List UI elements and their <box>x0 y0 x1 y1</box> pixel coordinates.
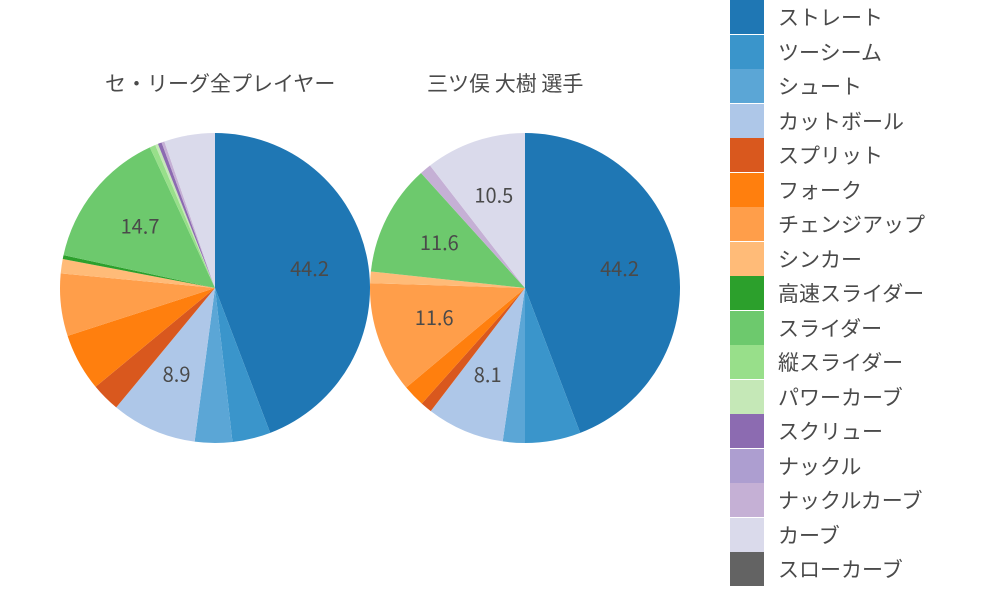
legend: ストレートツーシームシュートカットボールスプリットフォークチェンジアップシンカー… <box>730 0 990 587</box>
legend-item: スプリット <box>730 138 990 173</box>
legend-swatch <box>730 35 764 69</box>
legend-label: カットボール <box>778 106 904 136</box>
pie-chart-league: 44.2 8.9 14.7 <box>59 132 371 444</box>
legend-item: ナックルカーブ <box>730 483 990 518</box>
legend-label: カーブ <box>778 520 840 550</box>
legend-swatch <box>730 173 764 207</box>
legend-label: 高速スライダー <box>778 278 924 308</box>
pie-chart-player: 44.2 8.1 11.6 11.6 10.5 <box>369 132 681 444</box>
pie-slice-label: 11.6 <box>420 227 459 256</box>
legend-swatch <box>730 449 764 483</box>
legend-label: ツーシーム <box>778 37 882 67</box>
pie-slice-label: 44.2 <box>290 253 329 282</box>
legend-item: スクリュー <box>730 414 990 449</box>
legend-label: チェンジアップ <box>778 209 925 239</box>
legend-label: ナックルカーブ <box>778 485 922 515</box>
legend-label: スローカーブ <box>778 554 903 584</box>
legend-item: パワーカーブ <box>730 380 990 415</box>
legend-item: スローカーブ <box>730 552 990 587</box>
legend-item: シュート <box>730 69 990 104</box>
pie-slice-label: 14.7 <box>121 210 160 239</box>
legend-label: シュート <box>778 71 862 101</box>
legend-label: ナックル <box>778 451 861 481</box>
legend-swatch <box>730 518 764 552</box>
legend-swatch <box>730 345 764 379</box>
legend-item: スライダー <box>730 311 990 346</box>
pie-slice-label: 11.6 <box>415 302 454 331</box>
legend-label: パワーカーブ <box>778 382 903 412</box>
legend-item: ナックル <box>730 449 990 484</box>
chart-title-league: セ・リーグ全プレイヤー <box>105 68 335 98</box>
legend-swatch <box>730 104 764 138</box>
legend-label: スクリュー <box>778 416 883 446</box>
legend-swatch <box>730 552 764 586</box>
legend-swatch <box>730 311 764 345</box>
legend-swatch <box>730 414 764 448</box>
legend-item: カーブ <box>730 518 990 553</box>
legend-swatch <box>730 483 764 517</box>
legend-item: 縦スライダー <box>730 345 990 380</box>
legend-item: カットボール <box>730 104 990 139</box>
legend-item: シンカー <box>730 242 990 277</box>
legend-item: フォーク <box>730 173 990 208</box>
legend-item: ストレート <box>730 0 990 35</box>
legend-item: チェンジアップ <box>730 207 990 242</box>
legend-label: シンカー <box>778 244 862 274</box>
legend-label: フォーク <box>778 175 862 205</box>
legend-swatch <box>730 207 764 241</box>
legend-swatch <box>730 276 764 310</box>
legend-label: ストレート <box>778 2 883 32</box>
legend-label: スライダー <box>778 313 882 343</box>
legend-swatch <box>730 138 764 172</box>
legend-swatch <box>730 69 764 103</box>
legend-item: 高速スライダー <box>730 276 990 311</box>
pie-slice-label: 10.5 <box>474 180 513 209</box>
legend-label: 縦スライダー <box>778 347 903 377</box>
legend-swatch <box>730 0 764 34</box>
chart-title-player: 三ツ俣 大樹 選手 <box>427 68 583 98</box>
pie-slice-label: 8.1 <box>474 359 502 388</box>
chart-stage: セ・リーグ全プレイヤー 三ツ俣 大樹 選手 44.2 8.9 14.7 44.2 8.… <box>0 0 1000 600</box>
pie-slice-label: 44.2 <box>600 253 639 282</box>
legend-swatch <box>730 242 764 276</box>
legend-item: ツーシーム <box>730 35 990 70</box>
legend-swatch <box>730 380 764 414</box>
legend-label: スプリット <box>778 140 883 170</box>
pie-slice-label: 8.9 <box>163 359 191 388</box>
